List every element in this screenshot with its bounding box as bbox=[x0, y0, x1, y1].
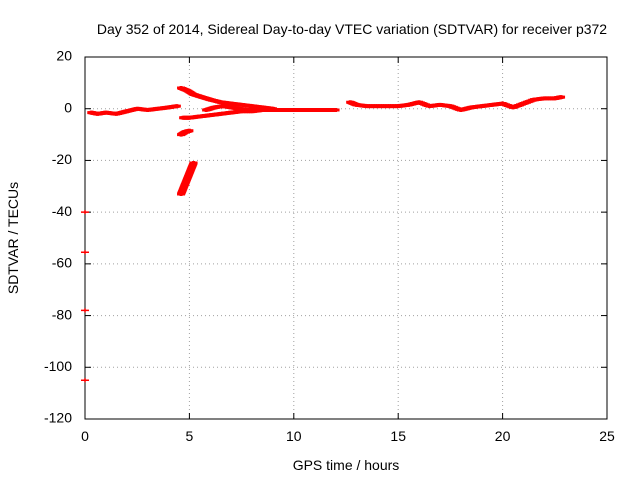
y-tick-label: -120 bbox=[44, 410, 72, 426]
y-tick-label: 20 bbox=[56, 48, 72, 64]
series-outliers-at-zero bbox=[81, 210, 89, 383]
data-point bbox=[252, 106, 261, 111]
grid-lines bbox=[85, 57, 607, 419]
chart-title: Day 352 of 2014, Sidereal Day-to-day VTE… bbox=[97, 21, 607, 37]
x-tick-label: 15 bbox=[390, 428, 406, 444]
data-points bbox=[81, 86, 566, 383]
y-tick-label: 0 bbox=[64, 99, 72, 115]
y-tick-label: -100 bbox=[44, 358, 72, 374]
series-lower-rising bbox=[179, 108, 340, 120]
y-tick-label: -60 bbox=[52, 255, 72, 271]
data-point bbox=[81, 308, 89, 313]
data-point bbox=[557, 95, 566, 100]
series-short-branch bbox=[177, 128, 194, 137]
series-main-arc-2 bbox=[346, 95, 566, 113]
x-tick-label: 25 bbox=[599, 428, 615, 444]
data-point bbox=[331, 108, 340, 113]
series-main-arc-1 bbox=[87, 104, 181, 116]
y-axis-label: SDTVAR / TECUs bbox=[5, 182, 21, 294]
y-tick-label: -80 bbox=[52, 306, 72, 322]
y-tick-label: -20 bbox=[52, 151, 72, 167]
series-steep-drop bbox=[177, 161, 198, 197]
data-point bbox=[81, 378, 89, 383]
data-point bbox=[172, 104, 181, 109]
axis-ticks: -120 -100 -80 -60 -40 -20 0 20 0 5 10 15 20 25 bbox=[44, 48, 615, 444]
x-tick-label: 20 bbox=[495, 428, 511, 444]
data-point bbox=[185, 128, 194, 133]
x-axis-label: GPS time / hours bbox=[293, 457, 400, 473]
x-tick-label: 5 bbox=[186, 428, 194, 444]
y-tick-label: -40 bbox=[52, 203, 72, 219]
x-tick-label: 10 bbox=[286, 428, 302, 444]
data-point bbox=[189, 161, 198, 166]
x-tick-label: 0 bbox=[81, 428, 89, 444]
series-middle-branch bbox=[202, 104, 261, 113]
data-point bbox=[81, 210, 89, 215]
plot-frame bbox=[84, 56, 608, 420]
series-upper-descending bbox=[177, 86, 277, 111]
data-point bbox=[81, 250, 89, 255]
